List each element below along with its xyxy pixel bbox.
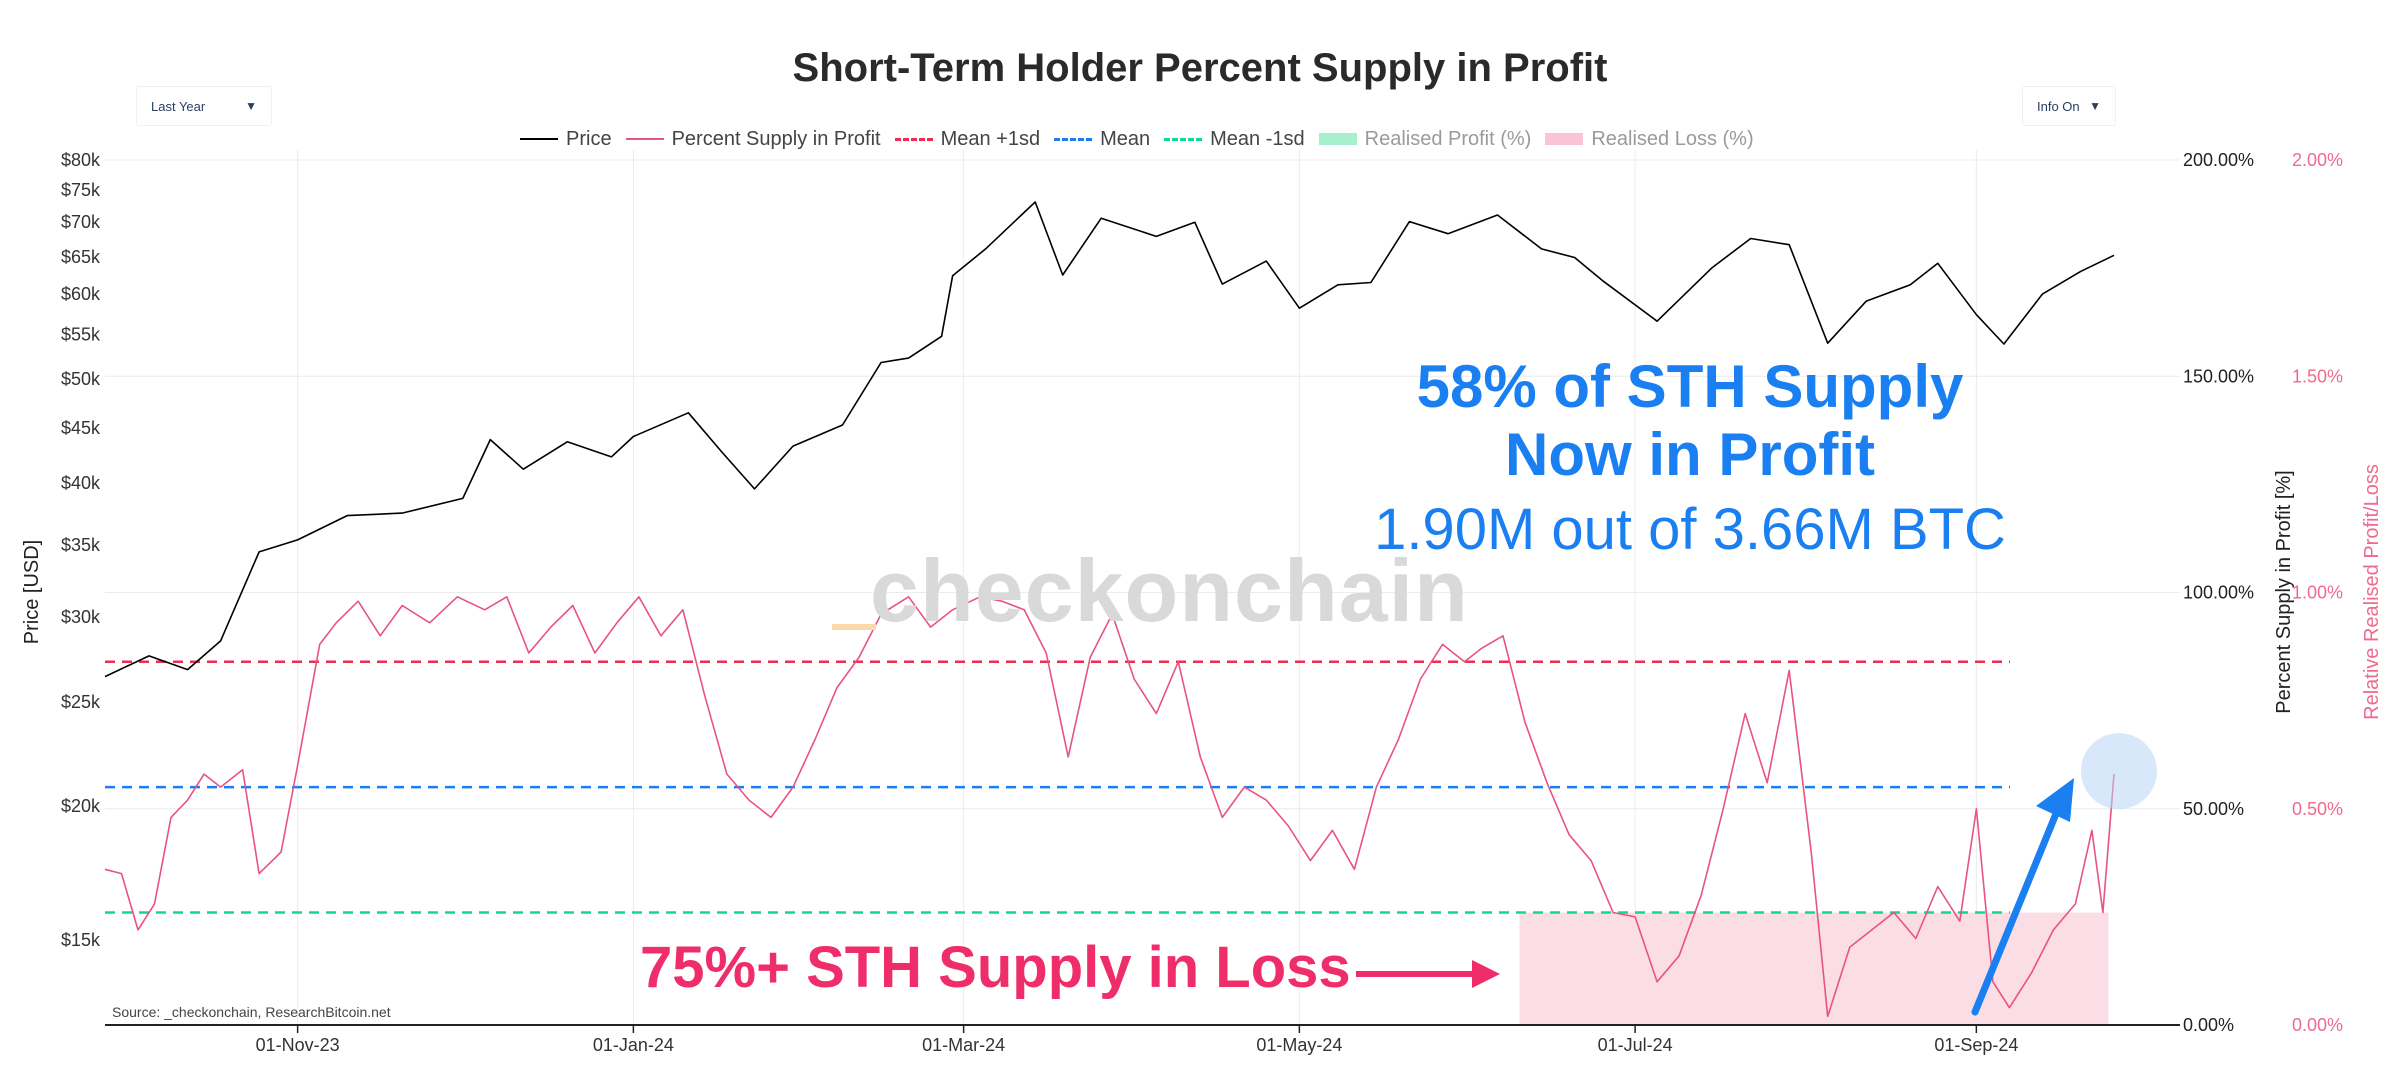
- loss-arrow-head: [1472, 960, 1500, 988]
- legend-item-realised-profit[interactable]: Realised Profit (%): [1318, 127, 1532, 151]
- watermark-accent: [832, 624, 876, 630]
- legend-label: Realised Profit (%): [1364, 127, 1532, 150]
- watermark: checkonchain: [870, 541, 1469, 640]
- annotation-profit-amount: 1.90M out of 3.66M BTC: [1374, 497, 2006, 562]
- legend-swatch-realised-loss: [1545, 133, 1584, 145]
- y-right-tick-label: 200.00%: [2183, 150, 2254, 170]
- y-left-tick-label: $70k: [61, 212, 101, 232]
- chevron-down-icon: ▼: [245, 99, 257, 113]
- range-dropdown-label: Last Year: [151, 98, 206, 114]
- y-left-tick-label: $80k: [61, 150, 101, 170]
- y-left-tick-label: $50k: [61, 369, 101, 389]
- y-right-axis-title: Percent Supply in Profit [%]: [2273, 470, 2295, 713]
- y-right2-tick-label: 1.50%: [2292, 366, 2343, 386]
- legend-swatch-mean-plus-1sd: [894, 137, 933, 141]
- legend-label: Realised Loss (%): [1591, 127, 1754, 150]
- y-left-tick-label: $20k: [61, 796, 101, 816]
- trend-arrow-head: [2036, 778, 2074, 822]
- legend-swatch-price: [520, 138, 558, 140]
- legend-swatch-percent-supply: [625, 138, 664, 140]
- y-right-tick-label: 0.00%: [2183, 1015, 2234, 1035]
- legend-item-mean-minus-1sd[interactable]: Mean -1sd: [1164, 128, 1305, 151]
- y-right2-tick-label: 1.00%: [2292, 583, 2343, 603]
- y-left-tick-label: $75k: [61, 180, 101, 200]
- y-right-tick-label: 50.00%: [2183, 799, 2244, 819]
- x-tick-label: 01-May-24: [1256, 1035, 1342, 1055]
- y-right-tick-label: 100.00%: [2183, 583, 2254, 603]
- x-tick-label: 01-Jan-24: [593, 1035, 674, 1055]
- y-left-tick-label: $15k: [61, 930, 101, 950]
- y-left-tick-label: $60k: [61, 284, 101, 304]
- legend-label: Mean: [1100, 127, 1151, 150]
- legend-item-realised-loss[interactable]: Realised Loss (%): [1545, 127, 1754, 151]
- legend-item-mean-plus-1sd[interactable]: Mean +1sd: [894, 127, 1041, 151]
- y-left-tick-label: $25k: [61, 692, 101, 712]
- chart-title: Short-Term Holder Percent Supply in Prof…: [792, 46, 1608, 90]
- x-tick-label: 01-Jul-24: [1598, 1035, 1673, 1055]
- legend-swatch-mean-minus-1sd: [1164, 137, 1203, 141]
- legend-label: Percent Supply in Profit: [671, 127, 881, 150]
- legend-swatch-realised-profit: [1318, 133, 1357, 145]
- annotation-profit-subheadline: Now in Profit: [1505, 421, 1875, 488]
- y-right2-tick-label: 0.00%: [2292, 1015, 2343, 1035]
- source-note: Source: _checkonchain, ResearchBitcoin.n…: [112, 1004, 391, 1020]
- legend-item-mean[interactable]: Mean: [1054, 128, 1150, 151]
- y-left-tick-label: $45k: [61, 418, 101, 438]
- y-left-axis-title: Price [USD]: [21, 540, 43, 644]
- info-dropdown-label: Info On: [2037, 98, 2080, 114]
- loss-zone-area: [1519, 912, 2109, 1025]
- legend-item-percent-supply[interactable]: Percent Supply in Profit: [625, 127, 881, 151]
- price-line: [104, 201, 2115, 678]
- y-left-tick-label: $55k: [61, 325, 101, 345]
- y-left-tick-label: $40k: [61, 473, 101, 493]
- trend-arrow: [1971, 800, 2064, 1016]
- info-dropdown[interactable]: Info On ▼: [2022, 86, 2116, 126]
- y-left-tick-label: $35k: [61, 535, 101, 555]
- chevron-down-icon: ▼: [2089, 99, 2101, 113]
- range-dropdown[interactable]: Last Year ▼: [136, 86, 272, 126]
- annotation-profit-headline: 58% of STH Supply: [1416, 353, 1964, 420]
- legend-label: Mean -1sd: [1210, 127, 1305, 150]
- legend-label: Price: [566, 127, 612, 150]
- y-left-tick-label: $30k: [61, 607, 101, 627]
- x-tick-label: 01-Mar-24: [922, 1035, 1005, 1055]
- x-tick-label: 01-Nov-23: [256, 1035, 340, 1055]
- chart-legend: Price Percent Supply in Profit Mean +1sd…: [520, 124, 1768, 154]
- legend-swatch-mean: [1054, 137, 1093, 141]
- y-right-tick-label: 150.00%: [2183, 366, 2254, 386]
- x-tick-label: 01-Sep-24: [1934, 1035, 2018, 1055]
- y-right2-tick-label: 2.00%: [2292, 150, 2343, 170]
- y-right2-axis-title: Relative Realised Profit/Loss: [2361, 464, 2383, 720]
- legend-label: Mean +1sd: [940, 127, 1041, 150]
- annotation-loss: 75%+ STH Supply in Loss: [640, 935, 1351, 1000]
- percent-supply-line: [104, 595, 2115, 1018]
- latest-value-highlight: [2080, 733, 2157, 810]
- y-right2-tick-label: 0.50%: [2292, 799, 2343, 819]
- y-left-tick-label: $65k: [61, 247, 101, 267]
- legend-item-price[interactable]: Price: [520, 128, 612, 151]
